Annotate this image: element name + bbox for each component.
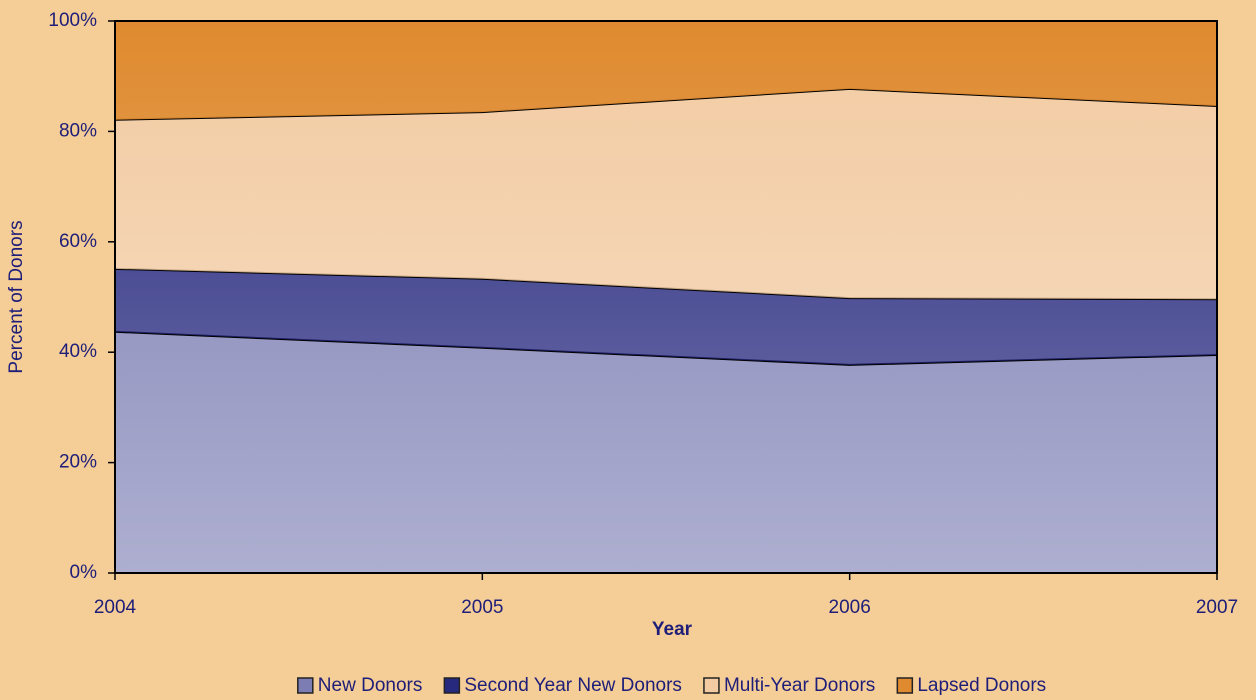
legend-label: Multi-Year Donors: [724, 675, 875, 696]
area: [115, 331, 1217, 573]
y-tick-label: 60%: [59, 231, 97, 252]
legend-label: Second Year New Donors: [464, 675, 682, 696]
x-axis-title: Year: [652, 619, 693, 640]
area: [115, 268, 1217, 365]
y-axis-title: Percent of Donors: [6, 220, 27, 373]
legend-swatch: [703, 677, 720, 694]
legend-swatch: [297, 677, 314, 694]
y-tick-label: 80%: [59, 120, 97, 141]
area: [115, 21, 1217, 120]
area: [115, 88, 1217, 300]
x-tick-label: 2005: [461, 597, 503, 618]
legend-label: New Donors: [318, 675, 423, 696]
x-tick-label: 2006: [829, 597, 871, 618]
area-edge: [114, 330, 1218, 366]
y-tick-label: 0%: [70, 562, 98, 583]
legend: New Donors Second Year New Donors Multi-Ye…: [297, 675, 1046, 696]
legend-swatch: [443, 677, 461, 694]
y-tick-label: 40%: [59, 341, 97, 362]
y-tick-label: 20%: [59, 452, 97, 473]
x-tick-label: 2007: [1196, 597, 1238, 618]
y-tick-label: 100%: [48, 10, 97, 31]
legend-label: Lapsed Donors: [917, 675, 1046, 696]
x-tick-label: 2004: [94, 597, 137, 618]
legend-swatch: [896, 677, 914, 694]
plot-border: [114, 20, 1218, 574]
